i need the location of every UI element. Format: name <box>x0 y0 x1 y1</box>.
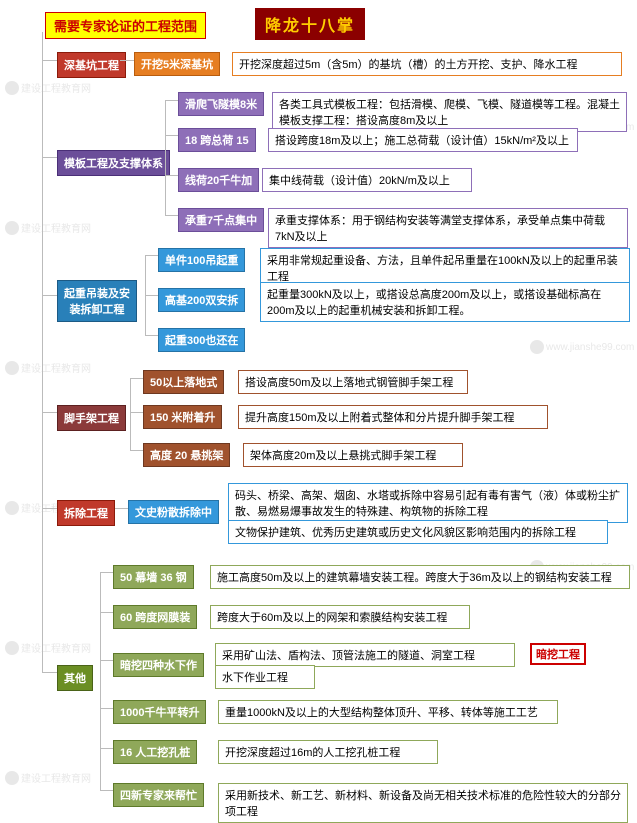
desc-slide8m: 各类工具式模板工程：包括滑模、爬模、飞模、隧道模等工程。混凝土模板支撑工程：搭设… <box>272 92 627 132</box>
sub-high200: 高基200双安拆 <box>158 288 245 312</box>
cat-scaffold: 脚手架工程 <box>57 405 126 431</box>
sub-lift300: 起重300也还在 <box>158 328 245 352</box>
connector <box>165 135 178 136</box>
watermark: www.jianshe99.com <box>530 340 634 354</box>
connector <box>42 157 57 158</box>
desc-high200: 起重量300kN及以上，或搭设总高度200m及以上，或搭设基础标高在200m及以… <box>260 282 630 322</box>
sub-underground: 暗挖四种水下作 <box>113 653 204 677</box>
connector <box>42 508 57 509</box>
cat-formwork: 模板工程及支撑体系 <box>57 150 170 176</box>
sub-demo: 文史粉散拆除中 <box>128 500 219 524</box>
desc-5m: 开挖深度超过5m（含5m）的基坑（槽）的土方开挖、支护、降水工程 <box>232 52 622 76</box>
sub-single100: 单件100吊起重 <box>158 248 245 272</box>
connector <box>100 572 113 573</box>
connector <box>42 295 57 296</box>
connector <box>130 378 143 379</box>
connector <box>100 572 101 790</box>
cat-lifting: 起重吊装及安装拆卸工程 <box>57 280 137 322</box>
sub-line20: 线荷20千牛加 <box>178 168 259 192</box>
banner: 降龙十八掌 <box>255 8 365 40</box>
connector <box>115 508 128 509</box>
desc-span18: 搭设跨度18m及以上；施工总荷载（设计值）15kN/m²及以上 <box>268 128 578 152</box>
desc-curtain50: 施工高度50m及以上的建筑幕墙安装工程。跨度大于36m及以上的钢结构安装工程 <box>210 565 630 589</box>
connector <box>42 412 57 413</box>
desc-ground50: 搭设高度50m及以上落地式钢管脚手架工程 <box>238 370 468 394</box>
desc-demo2: 文物保护建筑、优秀历史建筑或历史文化风貌区影响范围内的拆除工程 <box>228 520 608 544</box>
sub-ground50: 50以上落地式 <box>143 370 224 394</box>
watermark: 建设工程教育网 <box>5 640 91 655</box>
sub-curtain50: 50 幕墙 36 钢 <box>113 565 194 589</box>
connector <box>42 672 57 673</box>
highlight-underground: 暗挖工程 <box>530 643 586 665</box>
connector <box>130 412 143 413</box>
desc-line20: 集中线荷载（设计值）20kN/m及以上 <box>262 168 472 192</box>
desc-underwater: 水下作业工程 <box>215 665 315 689</box>
connector <box>165 175 178 176</box>
watermark: 建设工程教育网 <box>5 80 91 95</box>
connector <box>145 255 158 256</box>
sub-1000kn: 1000千牛平转升 <box>113 700 206 724</box>
cat-deep-pit: 深基坑工程 <box>57 52 126 78</box>
root-title: 需要专家论证的工程范围 <box>45 12 206 39</box>
sub-slide8m: 滑爬飞隧模8米 <box>178 92 264 116</box>
desc-demo1: 码头、桥梁、高架、烟囱、水塔或拆除中容易引起有毒有害气（液）体或粉尘扩散、易燃易… <box>228 483 628 523</box>
sub-bear7: 承重7千点集中 <box>178 208 264 232</box>
connector <box>100 790 113 791</box>
sub-span60: 60 跨度网膜装 <box>113 605 197 629</box>
desc-pile16: 开挖深度超过16m的人工挖孔桩工程 <box>218 740 438 764</box>
desc-1000kn: 重量1000kN及以上的大型结构整体顶升、平移、转体等施工工艺 <box>218 700 558 724</box>
connector <box>145 335 158 336</box>
connector <box>100 708 113 709</box>
sub-attach150: 150 米附着升 <box>143 405 222 429</box>
watermark: 建设工程教育网 <box>5 360 91 375</box>
connector <box>165 100 166 215</box>
sub-5m: 开挖5米深基坑 <box>134 52 220 76</box>
desc-span60: 跨度大于60m及以上的网架和索膜结构安装工程 <box>210 605 470 629</box>
desc-bear7: 承重支撑体系：用于钢结构安装等满堂支撑体系，承受单点集中荷载7kN及以上 <box>268 208 628 248</box>
connector <box>100 612 113 613</box>
desc-attach150: 提升高度150m及以上附着式整体和分片提升脚手架工程 <box>238 405 548 429</box>
connector <box>165 100 178 101</box>
sub-fournew: 四新专家来帮忙 <box>113 783 204 807</box>
sub-span18: 18 跨总荷 15 <box>178 128 256 152</box>
desc-cant20: 架体高度20m及以上悬挑式脚手架工程 <box>243 443 463 467</box>
sub-pile16: 16 人工挖孔桩 <box>113 740 197 764</box>
cat-demolition: 拆除工程 <box>57 500 115 526</box>
sub-cant20: 高度 20 悬挑架 <box>143 443 230 467</box>
connector <box>165 215 178 216</box>
watermark: 建设工程教育网 <box>5 770 91 785</box>
connector <box>130 450 143 451</box>
connector <box>120 60 134 61</box>
connector <box>100 748 113 749</box>
connector <box>42 60 57 61</box>
connector <box>42 32 43 672</box>
connector <box>100 660 113 661</box>
cat-other: 其他 <box>57 665 93 691</box>
watermark: 建设工程教育网 <box>5 220 91 235</box>
desc-fournew: 采用新技术、新工艺、新材料、新设备及尚无相关技术标准的危险性较大的分部分项工程 <box>218 783 628 823</box>
desc-underground1: 采用矿山法、盾构法、顶管法施工的隧道、洞室工程 <box>215 643 515 667</box>
connector <box>130 378 131 450</box>
connector <box>145 295 158 296</box>
